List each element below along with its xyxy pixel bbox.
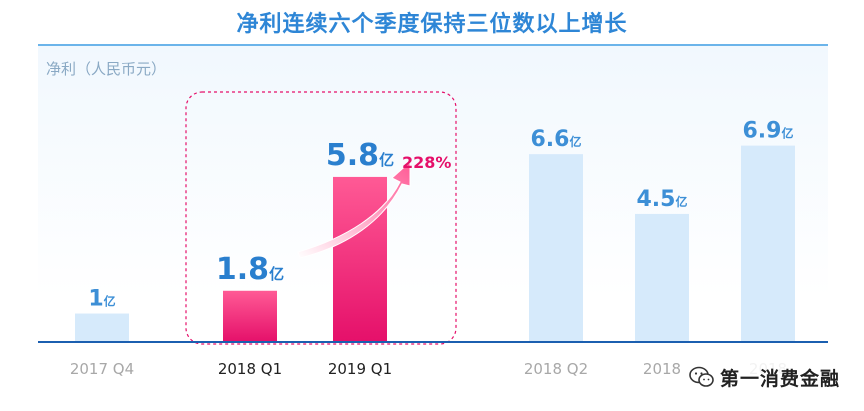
value-label-4: 4.5亿 <box>637 187 688 212</box>
category-label-0: 2017 Q4 <box>70 360 134 378</box>
y-axis-label: 净利（人民币元） <box>46 60 167 78</box>
value-label-1: 1.8亿 <box>216 252 284 287</box>
value-unit: 亿 <box>569 134 581 149</box>
bar-2 <box>333 176 387 342</box>
category-label-2: 2019 Q1 <box>328 360 392 378</box>
value-number: 4.5 <box>637 187 676 212</box>
panel-top-line <box>38 44 828 46</box>
chart-title: 净利连续六个季度保持三位数以上增长 <box>236 12 628 37</box>
value-number: 1.8 <box>216 252 269 287</box>
value-label-3: 6.6亿 <box>531 127 582 152</box>
value-number: 5.8 <box>326 138 379 173</box>
value-number: 1 <box>88 287 103 312</box>
value-label-5: 6.9亿 <box>743 119 794 144</box>
value-label-0: 1亿 <box>88 287 115 312</box>
growth-annotation: 228% <box>402 153 451 172</box>
value-unit: 亿 <box>675 194 687 209</box>
category-label-3: 2018 Q2 <box>524 360 588 378</box>
bar-3 <box>529 154 583 342</box>
bar-1 <box>223 290 277 342</box>
value-unit: 亿 <box>104 294 116 309</box>
bar-0 <box>75 313 129 342</box>
value-unit: 亿 <box>269 265 284 283</box>
value-number: 6.6 <box>531 127 570 152</box>
value-number: 6.9 <box>743 119 782 144</box>
value-unit: 亿 <box>781 126 793 141</box>
bar-4 <box>635 213 689 342</box>
wechat-icon <box>689 366 714 387</box>
category-label-1: 2018 Q1 <box>218 360 282 378</box>
value-label-2: 5.8亿 <box>326 138 394 173</box>
growth-arrow <box>297 160 411 259</box>
watermark: 第一消费金融 <box>684 362 847 392</box>
category-label-4: 2018 <box>643 360 681 378</box>
watermark-text: 第一消费金融 <box>720 367 841 390</box>
chart-panel <box>38 46 828 342</box>
highlight-frame <box>185 91 457 345</box>
bar-5 <box>741 145 795 342</box>
value-unit: 亿 <box>379 151 394 169</box>
